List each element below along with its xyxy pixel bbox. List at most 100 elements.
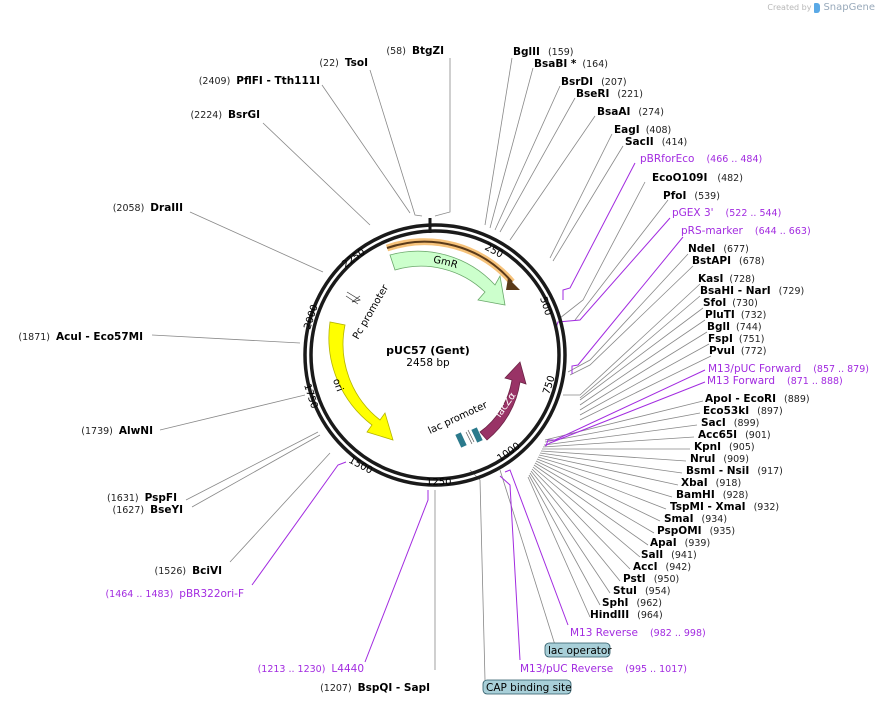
enzyme-btgzi[interactable]: BtgZI [412,45,444,57]
enzyme-bsabi[interactable]: BsaBI * [534,58,577,70]
primer-m13-puc-forward[interactable]: M13/pUC Forward [708,363,801,375]
svg-text:lac operator: lac operator [548,645,612,657]
pc-promoter-icon[interactable] [345,291,361,305]
svg-text:PluTI(732): PluTI (732) [705,309,766,321]
enzyme-pspomi[interactable]: PspOMI [657,525,702,537]
enzyme-bsaai[interactable]: BsaAI [597,106,630,118]
svg-text:Acc65I(901): Acc65I (901) [698,429,771,441]
enzyme-eagi[interactable]: EagI [614,124,640,136]
enzyme-sali[interactable]: SalI [641,549,663,561]
svg-text:BglII(159): BglII (159) [513,46,573,58]
enzyme-pspfi[interactable]: PspFI [145,492,177,504]
enzyme-bsrdi[interactable]: BsrDI [561,76,593,88]
enzyme-bseyi[interactable]: BseYI [150,504,183,516]
svg-text:CAP binding site: CAP binding site [486,682,572,694]
enzyme-kpni[interactable]: KpnI [694,441,721,453]
snapgene-watermark: Created by SnapGene [767,2,875,13]
enzyme-bcivi[interactable]: BciVI [192,565,222,577]
svg-text:PvuI(772): PvuI (772) [709,345,766,357]
enzyme-apai[interactable]: ApaI [650,537,677,549]
svg-text:(2058)DraIII: (2058) DraIII [113,202,183,214]
enzyme-bamhi[interactable]: BamHI [676,489,715,501]
cap-binding-site-box[interactable]: CAP binding site [482,679,572,695]
primer-pgex3[interactable]: pGEX 3' [672,207,714,219]
enzyme-pvui[interactable]: PvuI [709,345,735,357]
svg-text:BamHI(928): BamHI (928) [676,489,748,501]
svg-text:Eco53kI(897): Eco53kI (897) [703,405,783,417]
svg-text:pGEX 3'(522 .. 544): pGEX 3' (522 .. 544) [672,207,781,219]
enzyme-ndei[interactable]: NdeI [688,243,715,255]
svg-text:NruI(909): NruI (909) [690,453,749,465]
enzyme-sphi[interactable]: SphI [602,597,628,609]
svg-text:(1526)BciVI: (1526) BciVI [155,565,222,577]
enzyme-hindiii[interactable]: HindIII [590,609,629,621]
primer-m13-forward[interactable]: M13 Forward [707,375,775,387]
primer-m13-puc-reverse[interactable]: M13/pUC Reverse [520,663,613,675]
orf-line [386,240,513,283]
svg-text:BstAPI(678): BstAPI (678) [692,255,765,267]
enzyme-bsrgi[interactable]: BsrGI [228,109,260,121]
enzyme-alwni[interactable]: AlwNI [119,425,153,437]
enzyme-bstapi[interactable]: BstAPI [692,255,731,267]
lacza-feature[interactable] [479,361,527,441]
enzyme-draiii[interactable]: DraIII [150,202,183,214]
enzyme-bseri[interactable]: BseRI [576,88,609,100]
enzyme-sfoi[interactable]: SfoI [703,297,726,309]
enzyme-pluti[interactable]: PluTI [705,309,735,321]
svg-text:pBRforEco(466 .. 484): pBRforEco (466 .. 484) [640,153,762,165]
enzyme-ecoo109i[interactable]: EcoO109I [652,172,707,184]
ori-feature[interactable] [328,321,394,441]
enzyme-bsmi-nsii[interactable]: BsmI - NsiI [686,465,749,477]
gmr-feature[interactable] [389,250,506,306]
enzyme-pfoi[interactable]: PfoI [663,190,686,202]
lac-operator-box[interactable]: lac operator [544,642,612,658]
svg-text:EcoO109I(482): EcoO109I (482) [652,172,743,184]
svg-text:M13 Forward(871 .. 888): M13 Forward (871 .. 888) [707,375,843,387]
primer-l4440[interactable]: L4440 [331,663,364,675]
plasmid-name: pUC57 (Gent) [386,344,470,357]
lac-promoter-feature[interactable] [455,427,483,448]
enzyme-tspmi-xmai[interactable]: TspMI - XmaI [670,501,746,513]
svg-text:(1739)AlwNI: (1739) AlwNI [81,425,153,437]
enzyme-kasi[interactable]: KasI [698,273,723,285]
enzyme-eco53ki[interactable]: Eco53kI [703,405,749,417]
enzyme-psti[interactable]: PstI [623,573,646,585]
enzyme-fspi[interactable]: FspI [708,333,733,345]
primer-pbrforeco[interactable]: pBRforEco [640,153,694,165]
enzyme-tsoi[interactable]: TsoI [345,57,368,69]
svg-text:pRS-marker(644 .. 663): pRS-marker (644 .. 663) [681,225,811,237]
enzyme-smai[interactable]: SmaI [664,513,694,525]
enzyme-bsahi-nari[interactable]: BsaHI - NarI [700,285,771,297]
primer-prs-marker[interactable]: pRS-marker [681,225,744,237]
svg-text:(1627)BseYI: (1627) BseYI [113,504,183,516]
enzyme-xbai[interactable]: XbaI [681,477,708,489]
enzyme-saci[interactable]: SacI [701,417,726,429]
primer-m13-reverse[interactable]: M13 Reverse [570,627,638,639]
svg-text:SalI(941): SalI (941) [641,549,697,561]
enzyme-bglii[interactable]: BglII [513,46,540,58]
enzyme-stui[interactable]: StuI [613,585,637,597]
svg-text:AccI(942): AccI (942) [633,561,691,573]
svg-text:BsmI - NsiI(917): BsmI - NsiI (917) [686,465,783,477]
enzyme-bgli[interactable]: BglI [707,321,730,333]
svg-text:(1631)PspFI: (1631) PspFI [107,492,177,504]
pc-promoter-label: Pc promoter [351,282,392,341]
enzyme-acc65i[interactable]: Acc65I [698,429,737,441]
snapgene-logo-icon [814,2,821,13]
watermark-created-by: Created by [767,3,812,12]
enzyme-acui-eco57mi[interactable]: AcuI - Eco57MI [56,331,143,343]
tick-1500: 1500 [347,455,375,477]
tick-2250: 2250 [340,247,367,271]
enzyme-nrui[interactable]: NruI [690,453,715,465]
enzyme-acci[interactable]: AccI [633,561,657,573]
enzyme-sacii[interactable]: SacII [625,136,654,148]
primer-pbr322ori-f[interactable]: pBR322ori-F [179,588,244,600]
enzymes-left: (58) BtgZI (22) TsoI (2409) PflFI - Tth111I… [18,45,444,694]
primer-labels: pBRforEco (466 .. 484) pGEX 3' (522 .. 544… [105,153,869,675]
enzyme-apoi-ecori[interactable]: ApoI - EcoRI [705,393,776,405]
svg-text:NdeI(677): NdeI (677) [688,243,749,255]
enzyme-bspqi-sapi[interactable]: BspQI - SapI [358,682,430,694]
enzyme-pflfi-tth111i[interactable]: PflFI - Tth111I [236,75,320,87]
svg-text:BsaHI - NarI(729): BsaHI - NarI (729) [700,285,804,297]
